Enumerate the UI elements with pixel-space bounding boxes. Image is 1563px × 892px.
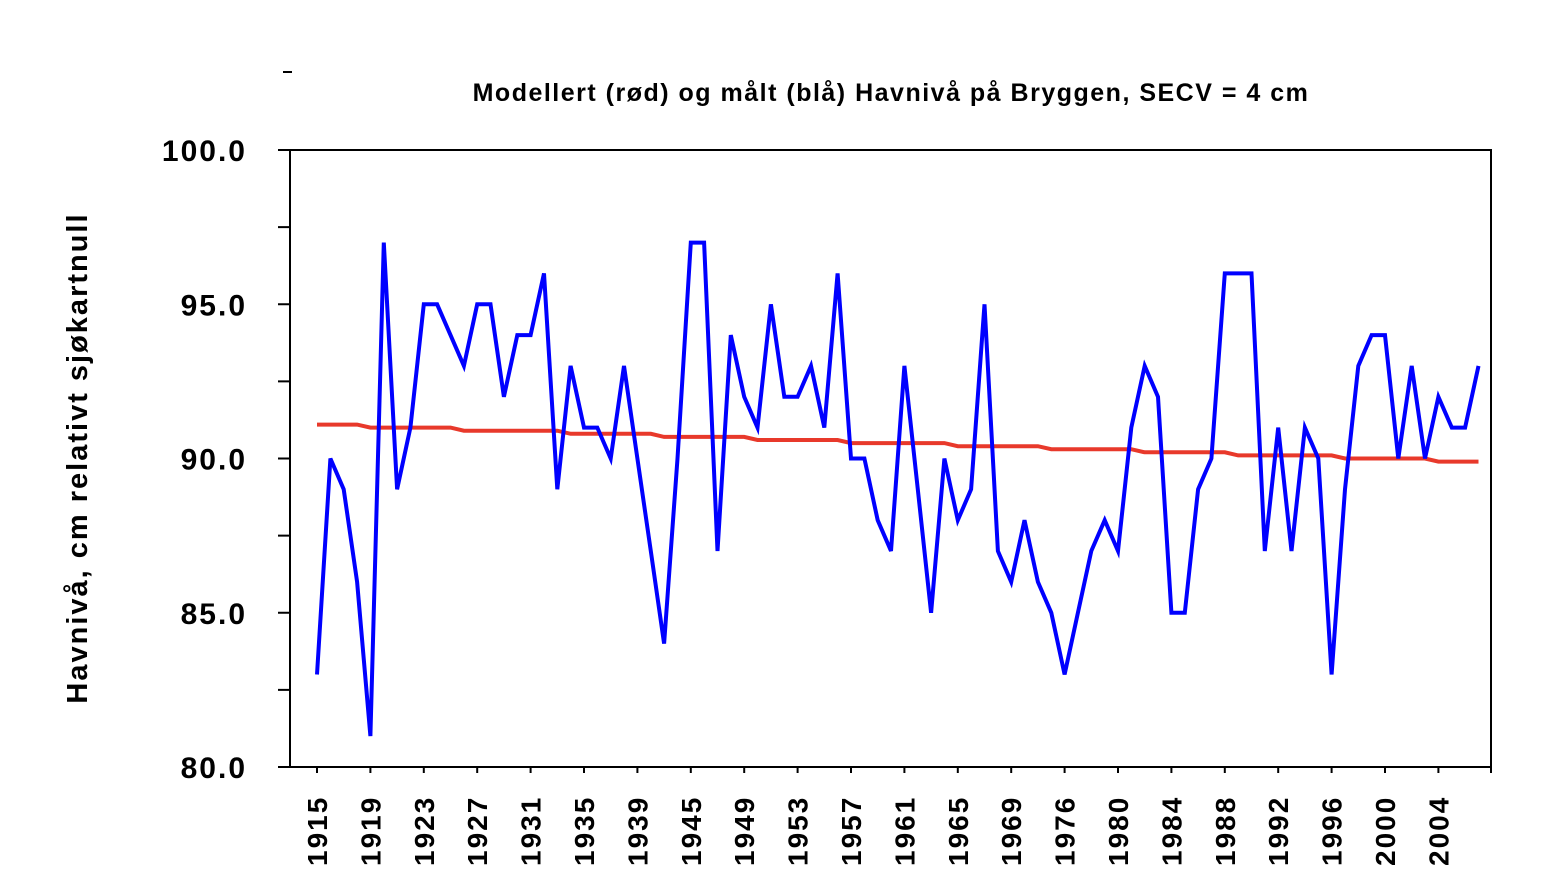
measured-series-line: [315, 240, 1481, 737]
chart-title: Modellert (rød) og målt (blå) Havnivå på…: [473, 79, 1310, 107]
y-tick-label: 100.0: [162, 135, 247, 168]
x-tick-label: 1957: [836, 796, 867, 866]
plot-frame: [289, 149, 1492, 768]
y-tick-label: 80.0: [181, 752, 247, 785]
x-tick-label: 1923: [409, 796, 440, 866]
y-axis-label: Havnivå, cm relativt sjøkartnull: [62, 212, 94, 703]
x-tick-label: 1919: [355, 796, 386, 866]
x-tick-label: 1984: [1156, 796, 1187, 866]
x-tick-label: 1927: [462, 796, 493, 866]
x-tick-label: 1992: [1263, 796, 1294, 866]
x-tick-label: 1965: [943, 796, 974, 866]
y-tick-label: 95.0: [181, 289, 247, 322]
x-tick-label: 1980: [1103, 796, 1134, 866]
x-tick-label: 1915: [302, 796, 333, 866]
x-tick-label: 1945: [676, 796, 707, 866]
y-axis: 80.0 85.0 90.0 95.0 100.0: [162, 135, 290, 785]
x-tick-label: 1976: [1050, 796, 1081, 866]
y-tick-label: 85.0: [181, 598, 247, 631]
x-tick-label: 1969: [996, 796, 1027, 866]
x-tick-label: 1953: [783, 796, 814, 866]
x-tick-label: 1931: [516, 796, 547, 866]
x-tick-label: 1939: [622, 796, 653, 866]
y-tick-label: 90.0: [181, 444, 247, 477]
series-lines: [315, 240, 1481, 737]
x-tick-label: 1988: [1210, 796, 1241, 866]
x-tick-label: 1961: [889, 796, 920, 866]
x-axis: 1915 1919 1923 1927 1931 1935 1939 1945 1949 1953…: [302, 767, 1492, 866]
x-tick-label: 2000: [1370, 796, 1401, 866]
x-tick-label: 2004: [1423, 796, 1454, 866]
x-tick-label: 1996: [1317, 796, 1348, 866]
x-tick-label: 1935: [569, 796, 600, 866]
x-tick-label: 1949: [729, 796, 760, 866]
